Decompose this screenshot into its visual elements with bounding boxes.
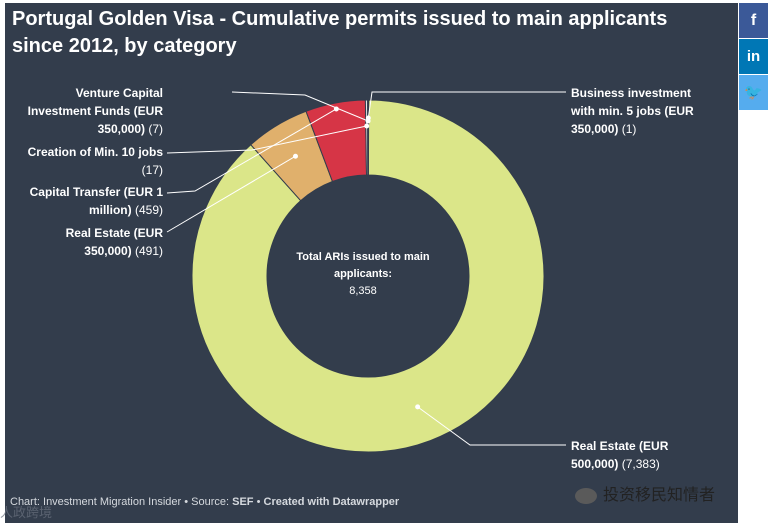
chart-title: Portugal Golden Visa - Cumulative permit… [12,8,668,57]
footer-separator: • [253,496,264,508]
linkedin-icon[interactable]: in [739,39,768,74]
leader-business-investment-dot [365,115,371,121]
footer-source-link[interactable]: SEF [232,496,254,508]
leader-venture-capital [231,91,369,122]
twitter-icon[interactable]: 🐦 [739,75,768,110]
donut-chart [166,91,566,453]
corner-watermark: 人政跨境 [0,506,53,521]
wechat-watermark: 投资移民知情者 [575,481,715,505]
label-creation-10-jobs: Creation of Min. 10 jobs (17) [27,145,163,177]
wechat-icon [575,487,597,504]
facebook-icon[interactable]: f [739,3,768,38]
social-share-bar: f in 🐦 [739,3,768,111]
footer-datawrapper-link[interactable]: Created with Datawrapper [263,496,400,508]
label-capital-transfer: Capital Transfer (EUR 1 million) (459) [29,185,163,217]
label-real-estate-500k: Real Estate (EUR 500,000) (7,383) [571,439,669,471]
leader-real-estate-500k-dot [415,404,421,410]
leader-real-estate-500k [417,406,566,446]
leader-capital-transfer-dot [333,106,339,112]
slice-venture-capital[interactable] [367,99,370,176]
leader-creation-10-jobs [166,125,367,154]
center-value: 8,358 [349,285,377,297]
leader-capital-transfer [166,108,337,194]
leader-real-estate-350k [166,155,296,233]
label-real-estate-350k: Real Estate (EUR 350,000) (491) [65,226,163,258]
leader-real-estate-350k-dot [292,153,298,159]
slice-real-estate-500k[interactable] [191,99,545,453]
center-label: Total ARIs issued to main applicants: [296,251,430,280]
wechat-watermark-text: 投资移民知情者 [603,485,716,504]
donut-center-total: Total ARIs issued to main applicants: 8,… [283,249,443,300]
leader-creation-10-jobs-dot [364,123,370,129]
label-venture-capital: Venture Capital Investment Funds (EUR 35… [27,86,163,136]
leader-business-investment [367,91,566,119]
footer-credit: Chart: Investment Migration Insider • So… [10,496,233,508]
chart-footer: Chart: Investment Migration Insider • So… [10,496,399,508]
label-business-investment: Business investment with min. 5 jobs (EU… [571,86,694,136]
